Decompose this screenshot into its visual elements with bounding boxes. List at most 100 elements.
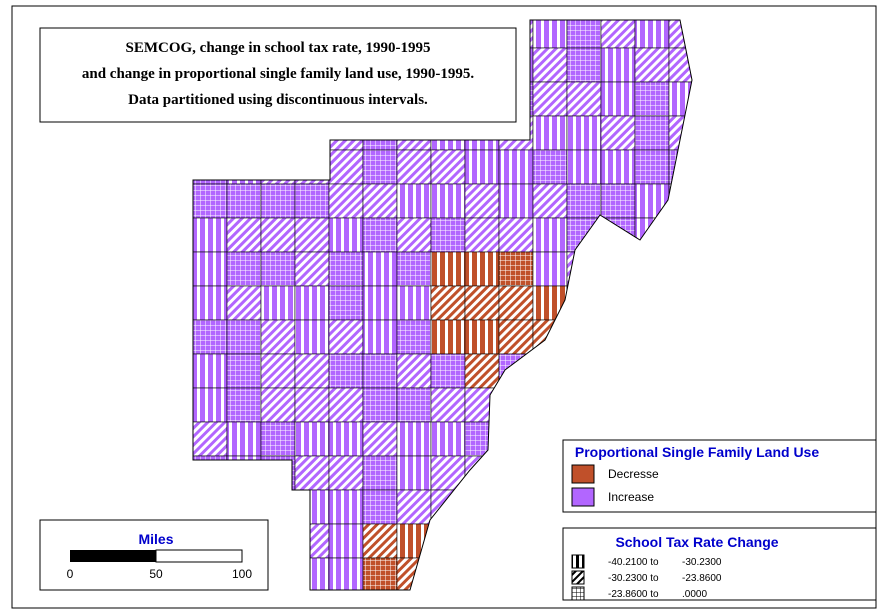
township — [464, 319, 500, 355]
township — [294, 183, 330, 219]
township — [566, 251, 602, 287]
township — [464, 217, 500, 253]
township — [430, 523, 466, 559]
township — [362, 353, 398, 389]
township — [566, 353, 602, 389]
township — [532, 217, 568, 253]
township — [430, 149, 466, 185]
township — [668, 217, 692, 253]
township — [566, 319, 602, 355]
township — [294, 557, 330, 590]
township — [430, 217, 466, 253]
township — [397, 592, 431, 615]
township — [328, 421, 364, 457]
township — [193, 387, 228, 423]
township — [532, 489, 568, 525]
township — [430, 557, 466, 590]
township — [634, 149, 670, 185]
township — [396, 523, 432, 559]
township — [668, 47, 692, 83]
township — [532, 319, 568, 355]
township — [431, 592, 465, 615]
legend-swatch — [571, 586, 585, 601]
township — [634, 47, 670, 83]
township — [634, 183, 670, 219]
township — [260, 217, 296, 253]
township — [600, 285, 636, 321]
scale-tick-label: 50 — [149, 567, 163, 581]
township — [294, 455, 330, 491]
township — [464, 285, 500, 321]
scale-tick-label: 100 — [232, 567, 252, 581]
township — [566, 20, 602, 49]
township — [260, 285, 296, 321]
legend-label: Increase — [608, 490, 654, 504]
scale-title: Miles — [138, 531, 173, 547]
township — [294, 489, 330, 525]
township — [226, 455, 262, 491]
township — [532, 557, 568, 590]
township — [226, 217, 262, 253]
township — [566, 81, 602, 117]
township — [328, 353, 364, 389]
legend-title: Proportional Single Family Land Use — [575, 444, 819, 460]
township — [193, 149, 228, 185]
township — [600, 47, 636, 83]
township — [634, 251, 670, 287]
township — [430, 489, 466, 525]
legend-swatch — [571, 487, 595, 507]
township — [328, 387, 364, 423]
township — [464, 557, 500, 590]
township — [668, 115, 692, 151]
township — [328, 455, 364, 491]
township — [362, 557, 398, 590]
township — [226, 183, 262, 219]
township — [328, 285, 364, 321]
township — [363, 592, 397, 615]
township — [532, 115, 568, 151]
township — [600, 115, 636, 151]
legend-items: -40.2100 to -30.2300 -30.2300 to -23.8600 -2… — [571, 554, 722, 601]
township — [498, 149, 534, 185]
township — [329, 592, 363, 615]
township — [294, 319, 330, 355]
township — [464, 421, 500, 457]
township — [532, 81, 568, 117]
title-line: Data partitioned using discontinuous int… — [128, 92, 428, 108]
township — [634, 353, 670, 389]
township — [498, 183, 534, 219]
township — [260, 455, 296, 491]
township — [600, 319, 636, 355]
township — [328, 319, 364, 355]
township — [498, 217, 534, 253]
township — [362, 285, 398, 321]
township — [430, 421, 466, 457]
township — [226, 421, 262, 457]
region-outline — [192, 19, 693, 591]
township — [328, 183, 364, 219]
legend-box — [562, 527, 877, 601]
township — [362, 387, 398, 423]
township — [600, 251, 636, 287]
township — [260, 149, 296, 185]
township — [226, 353, 262, 389]
township — [261, 592, 295, 615]
township — [396, 319, 432, 355]
township — [532, 285, 568, 321]
township — [668, 183, 692, 219]
legend-label: .0000 — [682, 589, 707, 600]
township — [193, 319, 228, 355]
township — [464, 183, 500, 219]
township — [362, 455, 398, 491]
township — [532, 387, 568, 423]
township — [566, 149, 602, 185]
township — [498, 251, 534, 287]
township — [396, 285, 432, 321]
township — [328, 557, 364, 590]
township — [600, 387, 636, 423]
township — [532, 183, 568, 219]
legend-label: -30.2300 — [682, 557, 722, 568]
township — [464, 149, 500, 185]
township — [362, 217, 398, 253]
scale-ticks: 0 50 100 — [67, 567, 253, 581]
